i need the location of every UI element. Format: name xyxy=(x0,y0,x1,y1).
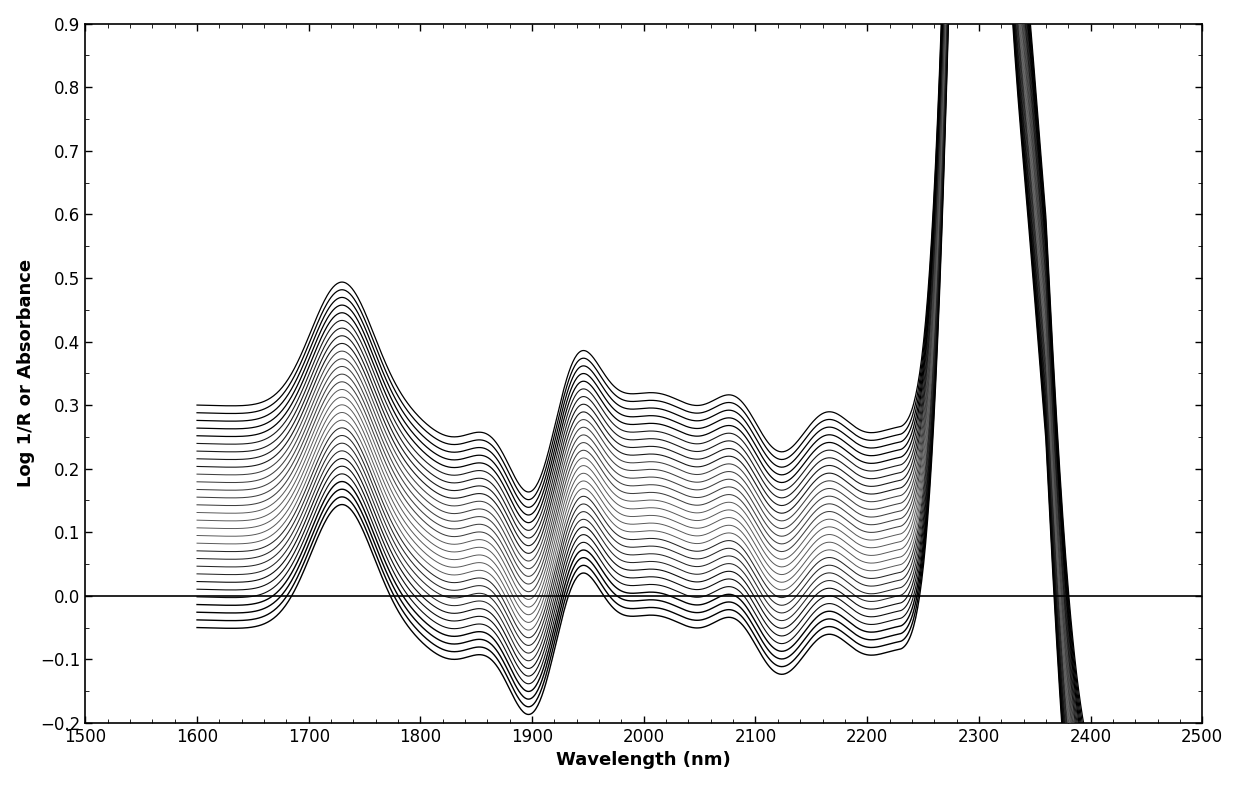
X-axis label: Wavelength (nm): Wavelength (nm) xyxy=(557,751,732,769)
Y-axis label: Log 1/R or Absorbance: Log 1/R or Absorbance xyxy=(16,259,35,487)
